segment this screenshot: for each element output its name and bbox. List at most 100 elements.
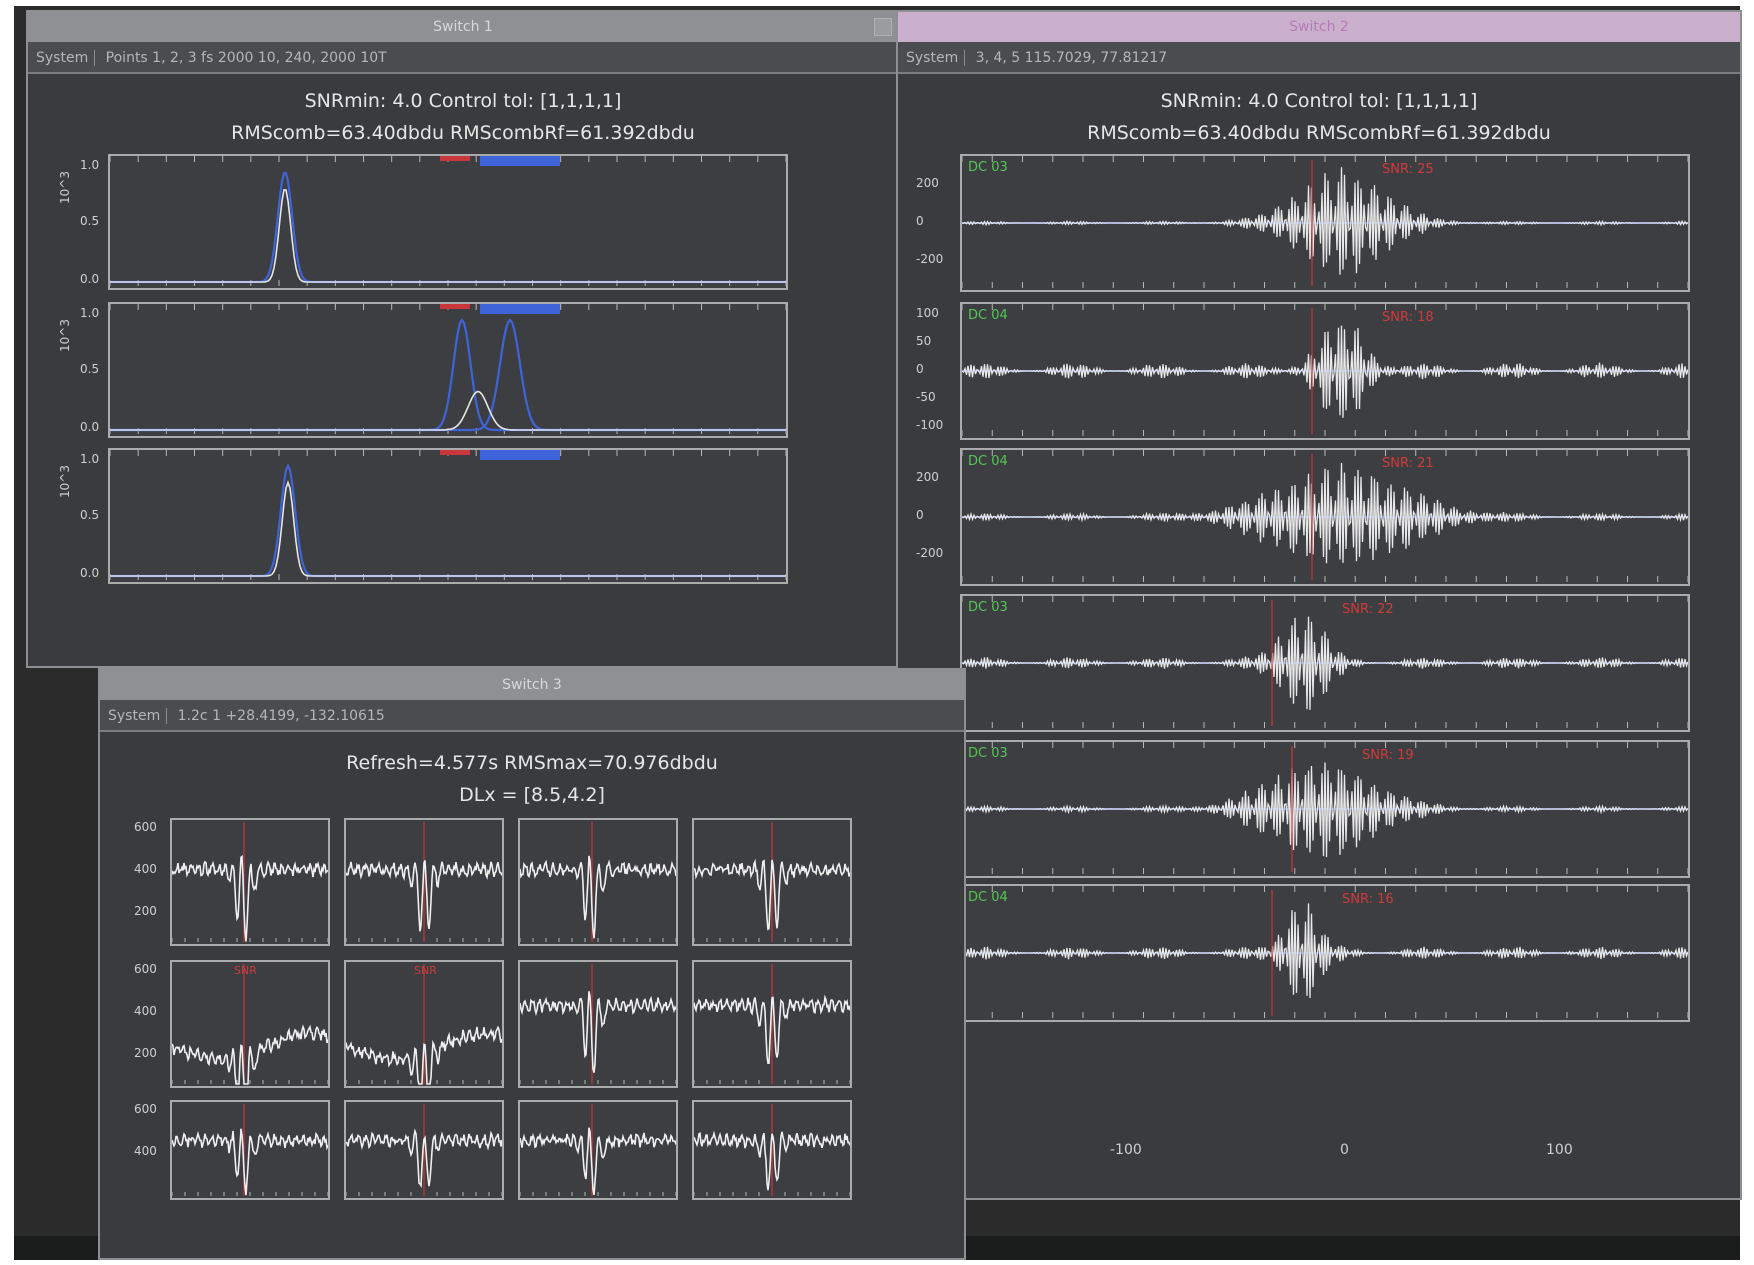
white-density-curve: [110, 480, 786, 577]
waveform-svg: [962, 156, 1688, 288]
y-tick-label: 1.0: [80, 306, 100, 320]
window-title: Switch 2: [1289, 19, 1349, 35]
density-plot: [108, 302, 788, 438]
waveform: [962, 903, 1688, 999]
waveform-svg: [962, 742, 1688, 874]
headline-rms: RMScomb=63.40dbdu RMScombRf=61.392dbdu: [1087, 122, 1551, 144]
mini-waveform: [520, 991, 676, 1073]
system-menu[interactable]: System: [108, 708, 168, 724]
y-tick-label: 600: [134, 1102, 157, 1116]
mini-waveform-plot: SNR: [344, 960, 504, 1088]
system-menu[interactable]: System: [36, 50, 96, 66]
y-tick-label: 1.0: [80, 158, 100, 172]
mini-waveform-svg: [172, 964, 328, 1085]
density-plot-svg: [110, 304, 786, 434]
mini-waveform: [694, 994, 850, 1065]
y-tick-label: 100: [916, 306, 939, 320]
mini-waveform-plot: [344, 1100, 504, 1200]
mini-waveform-plot: [344, 818, 504, 946]
marker-red: [440, 156, 470, 161]
seismic-trace-panel: DC 04 SNR: 21: [960, 448, 1690, 586]
y-tick-label: 0.0: [80, 420, 100, 434]
window-switch-1[interactable]: Switch 1 System Points 1, 2, 3 fs 2000 1…: [26, 10, 900, 668]
mini-waveform-plot: [518, 1100, 678, 1200]
y-tick-label: 0.0: [80, 566, 100, 580]
channel-label: DC 03: [968, 600, 1008, 615]
waveform: [962, 462, 1688, 564]
window-title: Switch 3: [502, 677, 562, 693]
y-axis-label: 10^3: [58, 465, 72, 498]
status-text: Points 1, 2, 3 fs 2000 10, 240, 2000 10T: [105, 50, 387, 66]
white-density-curve: [110, 189, 786, 283]
seismic-trace-panel: DC 03 SNR: 25: [960, 154, 1690, 292]
y-tick-label: 1.0: [80, 452, 100, 466]
waveform: [962, 325, 1688, 418]
close-icon[interactable]: [874, 18, 892, 36]
headline-refresh: Refresh=4.577s RMSmax=70.976dbdu: [346, 752, 718, 774]
y-tick-label: 0.0: [80, 272, 100, 286]
channel-label: DC 04: [968, 308, 1008, 323]
snr-marker-label: SNR: 19: [1362, 748, 1414, 763]
snr-marker-label: SNR: 22: [1342, 602, 1394, 617]
mini-waveform: [694, 1130, 850, 1191]
channel-label: DC 04: [968, 890, 1008, 905]
marker-blue: [480, 156, 560, 166]
x-tick-label: -100: [1110, 1142, 1142, 1158]
y-tick-label: 400: [134, 862, 157, 876]
channel-label: DC 04: [968, 454, 1008, 469]
seismic-trace-panel: DC 04 SNR: 18: [960, 302, 1690, 440]
status-text: 1.2c 1 +28.4199, -132.10615: [177, 708, 385, 724]
mini-waveform-plot: [170, 818, 330, 946]
status-text: 3, 4, 5 115.7029, 77.81217: [975, 50, 1168, 66]
seismic-trace-panel: DC 03 SNR: 22: [960, 594, 1690, 732]
window-title-bar[interactable]: Switch 3: [100, 670, 964, 700]
y-tick-label: 400: [134, 1004, 157, 1018]
y-axis-label: 10^3: [58, 319, 72, 352]
channel-label: DC 03: [968, 746, 1008, 761]
seismic-trace-panel: DC 04 SNR: 16: [960, 884, 1690, 1022]
mini-waveform-plot: [518, 818, 678, 946]
window-title-bar[interactable]: Switch 2: [898, 12, 1740, 42]
mini-waveform-plot: SNR: [170, 960, 330, 1088]
density-plot-svg: [110, 450, 786, 580]
mini-waveform-plot: [518, 960, 678, 1088]
y-tick-label: 600: [134, 820, 157, 834]
mini-waveform: [346, 1128, 502, 1189]
marker-blue: [480, 304, 560, 314]
y-tick-label: 0.5: [80, 362, 100, 376]
headline-rms: RMScomb=63.40dbdu RMScombRf=61.392dbdu: [231, 122, 695, 144]
status-bar: System 1.2c 1 +28.4199, -132.10615: [100, 700, 964, 732]
mini-waveform-svg: [520, 1104, 676, 1196]
density-plot: [108, 448, 788, 584]
y-tick-label: 0.5: [80, 214, 100, 228]
mini-waveform: [694, 858, 850, 931]
headline-dlx: DLx = [8.5,4.2]: [459, 784, 605, 806]
blue-density-curve: [110, 318, 786, 432]
y-tick-label: 50: [916, 334, 932, 348]
mini-waveform-svg: [694, 964, 850, 1084]
window-title-bar[interactable]: Switch 1: [28, 12, 898, 42]
mini-waveform-svg: [520, 822, 676, 942]
system-menu[interactable]: System: [906, 50, 966, 66]
white-density-curve: [110, 390, 786, 431]
mini-waveform: [520, 1127, 676, 1196]
density-plot: [108, 154, 788, 290]
channel-label: DC 03: [968, 160, 1008, 175]
mini-waveform: [346, 860, 502, 932]
window-title: Switch 1: [433, 19, 493, 35]
mini-waveform: [172, 854, 328, 942]
y-tick-label: 0: [916, 214, 924, 228]
waveform: [962, 762, 1688, 858]
blue-density-curve: [110, 172, 786, 284]
mini-waveform-svg: [520, 964, 676, 1084]
status-bar: System 3, 4, 5 115.7029, 77.81217: [898, 42, 1740, 74]
blue-density-curve: [110, 318, 786, 432]
window-switch-3[interactable]: Switch 3 System 1.2c 1 +28.4199, -132.10…: [98, 668, 966, 1260]
y-tick-label: 200: [916, 176, 939, 190]
window-switch-2[interactable]: Switch 2 System 3, 4, 5 115.7029, 77.812…: [896, 10, 1742, 1200]
y-tick-label: -200: [916, 546, 944, 560]
waveform: [962, 167, 1688, 275]
waveform-svg: [962, 304, 1688, 436]
marker-red: [440, 304, 470, 309]
snr-marker-label: SNR: [234, 964, 257, 977]
